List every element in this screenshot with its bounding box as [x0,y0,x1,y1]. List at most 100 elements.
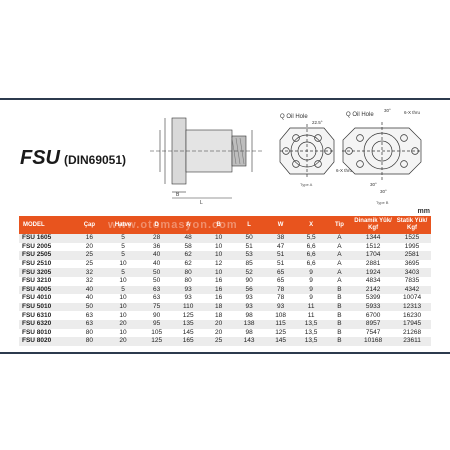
product-title-main: FSU [20,147,60,169]
table-cell: 93 [233,294,265,303]
table-cell: B [325,294,354,303]
table-cell: B [325,285,354,295]
table-cell: 20 [73,242,106,252]
table-row: FSU 4010 40 10 63 93 16 93 78 9 B 5399 10074 [19,294,431,303]
table-cell: 1995 [393,242,431,252]
table-cell: 20 [203,319,234,329]
table-cell: 9 [296,294,326,303]
table-cell: 16 [203,294,234,303]
table-cell: 1512 [353,242,394,252]
bolt-label-b: 6-X thru [404,110,421,115]
table-cell: B [325,302,354,312]
table-cell: 80 [73,328,106,338]
model-cell: FSU 5010 [19,302,74,312]
table-cell: A [325,276,354,286]
table-row: FSU 5010 50 10 75 110 18 93 93 11 B 5933 12313 [19,302,431,312]
table-cell: 13,5 [296,337,326,346]
table-cell: 6,6 [296,242,326,252]
table-cell: 50 [73,302,106,312]
table-cell: 12 [203,259,234,269]
table-cell: 58 [172,242,204,252]
table-cell: 93 [172,285,204,295]
table-cell: 145 [172,328,204,338]
table-cell: 6,6 [296,259,326,269]
table-cell: 62 [172,259,204,269]
table-cell: 4834 [353,276,394,286]
table-cell: B [325,337,354,346]
table-cell: 63 [73,311,106,320]
table-cell: 115 [264,319,297,329]
table-cell: 5399 [353,294,394,303]
table-cell: 10 [105,259,141,269]
table-cell: 85 [233,259,265,269]
header-cell: B [203,216,234,234]
angle-label-c: 30° [370,182,377,187]
header-cell: W [264,216,297,234]
table-cell: 10 [203,234,234,243]
table-cell: 40 [73,285,106,295]
table-row: FSU 8010 80 10 105 145 20 98 125 13,5 B 7547 21268 [19,328,431,338]
header-cell: Hatve [105,216,141,234]
table-cell: 5 [105,234,141,243]
table-cell: B [325,311,354,320]
model-cell: FSU 6320 [19,319,74,329]
table-cell: 65 [264,276,297,286]
table-cell: 7835 [393,276,431,286]
table-cell: 11 [296,311,326,320]
table-cell: 5933 [353,302,394,312]
angle-label-d: 30° [380,189,387,194]
table-cell: 23611 [393,337,431,346]
table-cell: 90 [140,311,173,320]
table-cell: 1344 [353,234,394,243]
table-cell: 9 [296,276,326,286]
svg-text:B: B [176,192,180,198]
table-row: FSU 2510 25 10 40 62 12 85 51 6,6 A 2881 3695 [19,259,431,269]
table-cell: 38 [264,234,297,243]
technical-drawings: B L Q Oil Hole 22.5° 6-X thru Type A Q O… [150,108,422,206]
table-cell: A [325,234,354,243]
header-cell: Statik Yük/ Kgf [393,216,431,234]
table-cell: 75 [140,302,173,312]
table-cell: 125 [264,328,297,338]
table-cell: 25 [73,251,106,260]
table-cell: 16 [203,276,234,286]
oil-hole-label-a: Q Oil Hole [280,114,308,120]
table-cell: 12313 [393,302,431,312]
header-cell: Tip [325,216,354,234]
table-cell: 63 [140,294,173,303]
table-cell: 7547 [353,328,394,338]
table-cell: 1704 [353,251,394,260]
table-cell: 1924 [353,268,394,277]
table-cell: 80 [172,276,204,286]
header-cell: MODEL [19,216,74,234]
table-cell: 125 [140,337,173,346]
table-cell: 13,5 [296,328,326,338]
table-cell: 3695 [393,259,431,269]
table-cell: 25 [73,259,106,269]
table-cell: 8957 [353,319,394,329]
table-cell: 16 [73,234,106,243]
table-cell: A [325,268,354,277]
table-cell: B [325,319,354,329]
table-cell: B [325,328,354,338]
table-row: FSU 1605 16 5 28 48 10 50 38 5,5 A 1344 1525 [19,234,431,243]
table-row: FSU 4005 40 5 63 93 16 56 78 9 B 2142 4342 [19,285,431,295]
table-cell: 10 [105,294,141,303]
type-a-flange-drawing [279,124,335,178]
model-cell: FSU 2005 [19,242,74,252]
table-header-row: MODEL Çap Hatve D A B L W X Tip Dinamik … [19,216,431,234]
table-cell: 10168 [353,337,394,346]
table-cell: 2581 [393,251,431,260]
table-cell: 52 [233,268,265,277]
table-cell: 105 [140,328,173,338]
table-row: FSU 6320 63 20 95 135 20 138 115 13,5 B 8957 17945 [19,319,431,329]
table-cell: A [325,242,354,252]
product-title-standard: (DIN69051) [64,153,127,167]
table-cell: 18 [203,311,234,320]
table-cell: 6,6 [296,251,326,260]
table-cell: 40 [140,251,173,260]
table-cell: 5 [105,251,141,260]
table-cell: 32 [73,268,106,277]
table-cell: 25 [203,337,234,346]
table-cell: 93 [264,302,297,312]
